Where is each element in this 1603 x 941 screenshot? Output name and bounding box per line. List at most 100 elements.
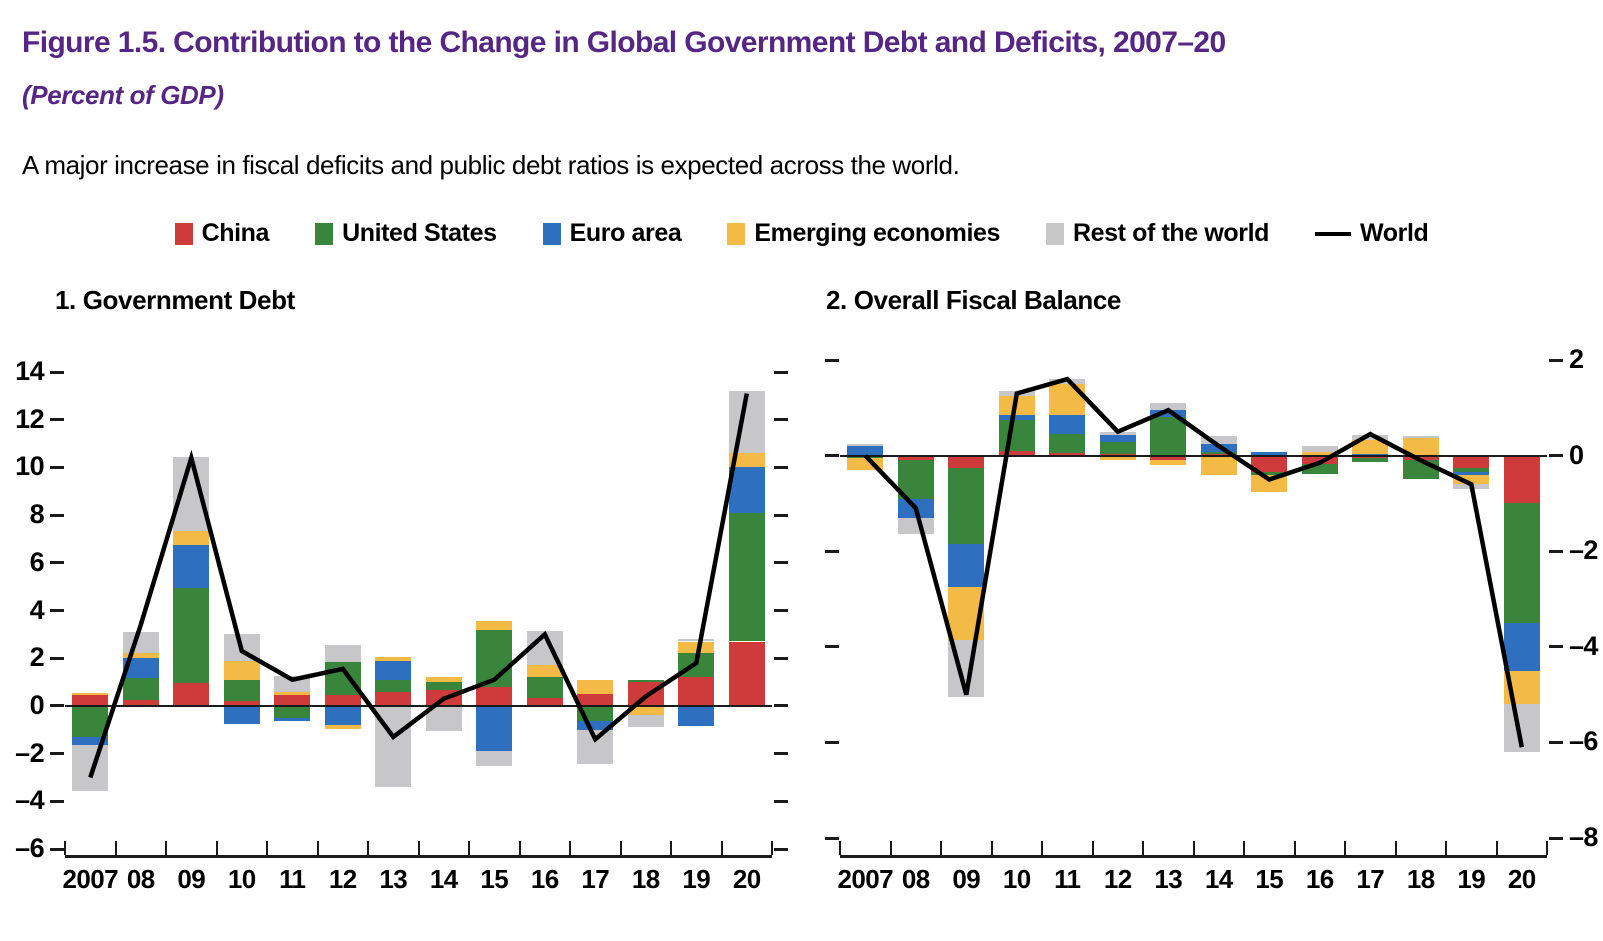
x-axis-tick xyxy=(619,841,622,855)
x-label: 2007 xyxy=(837,864,894,894)
x-axis xyxy=(840,855,1547,858)
bar-2007-emerging-economies xyxy=(847,457,884,470)
bar-16-rest-of-the-world xyxy=(526,630,563,666)
bar-13-united-states xyxy=(1150,417,1187,456)
bar-12-united-states xyxy=(1099,441,1136,455)
bar-2007-emerging-economies xyxy=(72,692,109,696)
bar-20-china xyxy=(728,641,765,706)
y-tick xyxy=(50,561,64,565)
x-axis-tick xyxy=(720,841,723,855)
bar-2007-rest-of-the-world xyxy=(72,745,109,791)
bar-10-emerging-economies xyxy=(998,395,1035,415)
bar-19-emerging-economies xyxy=(1453,474,1490,485)
bar-15-emerging-economies xyxy=(1251,475,1288,493)
bar-15-emerging-economies xyxy=(476,621,513,630)
x-label: 20 xyxy=(1507,864,1536,894)
y-tick xyxy=(50,752,64,756)
y-tick xyxy=(50,704,64,708)
x-axis-tick xyxy=(64,841,66,855)
x-label: 17 xyxy=(581,864,610,894)
bar-11-rest-of-the-world xyxy=(1049,379,1086,384)
bar-09-euro-area xyxy=(948,544,985,588)
bar-12-rest-of-the-world xyxy=(324,645,361,662)
bar-08-rest-of-the-world xyxy=(897,517,934,535)
y-tick xyxy=(774,465,788,469)
bar-09-emerging-economies xyxy=(948,587,985,640)
world-line-swatch-icon xyxy=(1315,231,1351,236)
y-tick xyxy=(1549,358,1563,362)
bar-08-emerging-economies xyxy=(122,653,159,659)
bar-09-united-states xyxy=(948,467,985,545)
bar-08-united-states xyxy=(122,678,159,700)
x-axis-tick xyxy=(940,841,942,855)
bar-10-emerging-economies xyxy=(223,660,260,680)
y-tick xyxy=(1549,740,1563,744)
bar-14-china xyxy=(425,690,462,706)
bar-19-united-states xyxy=(678,653,715,678)
y-tick-label: 6 xyxy=(29,546,45,577)
bar-20-rest-of-the-world xyxy=(728,391,765,454)
y-tick xyxy=(774,561,788,565)
y-tick xyxy=(1549,645,1563,649)
bar-11-euro-area xyxy=(274,717,311,722)
bar-16-china xyxy=(1301,455,1338,464)
y-tick xyxy=(774,370,788,374)
x-axis-tick xyxy=(1041,841,1043,855)
x-label: 2007 xyxy=(62,864,119,894)
y-tick xyxy=(50,465,64,469)
x-axis-tick xyxy=(1243,841,1245,855)
bar-19-emerging-economies xyxy=(678,641,715,654)
x-label: 11 xyxy=(279,864,306,894)
bar-08-euro-area xyxy=(897,498,934,518)
legend-label: Euro area xyxy=(569,219,682,247)
x-axis-tick xyxy=(417,841,420,855)
y-tick-label: 10 xyxy=(15,451,44,482)
y-tick-label: 14 xyxy=(15,356,44,386)
y-tick xyxy=(50,513,64,517)
x-axis-tick xyxy=(889,841,892,855)
legend-item-china: China xyxy=(174,219,269,248)
y-tick-label: –2 xyxy=(15,737,44,768)
bar-13-china xyxy=(375,691,412,706)
x-label: 16 xyxy=(1305,864,1334,894)
y-tick-label: –2 xyxy=(1569,535,1598,566)
bar-08-rest-of-the-world xyxy=(122,631,159,654)
bar-12-emerging-economies xyxy=(324,724,361,729)
y-tick xyxy=(774,847,788,851)
x-label: 10 xyxy=(1002,864,1031,894)
bar-13-emerging-economies xyxy=(1150,460,1187,466)
bar-20-emerging-economies xyxy=(728,453,765,468)
bar-14-euro-area xyxy=(1200,443,1237,452)
x-label: 11 xyxy=(1054,864,1081,894)
bar-20-united-states xyxy=(728,512,765,642)
bar-2007-united-states xyxy=(72,705,109,737)
figure-title: Figure 1.5. Contribution to the Change i… xyxy=(22,26,1226,59)
y-tick xyxy=(1549,836,1563,840)
x-label: 13 xyxy=(379,864,408,894)
x-axis-tick xyxy=(839,841,841,855)
y-tick xyxy=(50,847,64,851)
bar-11-emerging-economies xyxy=(274,691,311,696)
bar-15-china xyxy=(476,686,513,706)
bar-2007-euro-area xyxy=(72,736,109,746)
bar-2007-rest-of-the-world xyxy=(847,443,884,447)
china-swatch-icon xyxy=(174,222,193,245)
bar-18-china xyxy=(627,682,664,706)
bar-13-euro-area xyxy=(375,660,412,680)
y-tick xyxy=(774,418,788,422)
y-tick-label: 0 xyxy=(29,689,45,720)
y-tick xyxy=(50,609,64,612)
y-tick xyxy=(1549,454,1563,458)
x-label: 08 xyxy=(901,864,930,894)
legend-label: United States xyxy=(342,219,497,247)
x-label: 08 xyxy=(126,864,155,894)
x-label: 20 xyxy=(732,864,761,894)
figure-subtitle: (Percent of GDP) xyxy=(22,80,224,110)
bar-09-rest-of-the-world xyxy=(948,639,985,697)
x-label: 16 xyxy=(530,864,559,894)
legend-item-rest-of-the-world: Rest of the world xyxy=(1046,219,1269,248)
x-label: 09 xyxy=(177,864,206,894)
x-axis-tick xyxy=(316,841,319,855)
y-tick xyxy=(774,609,788,612)
bar-20-china xyxy=(1503,455,1540,504)
